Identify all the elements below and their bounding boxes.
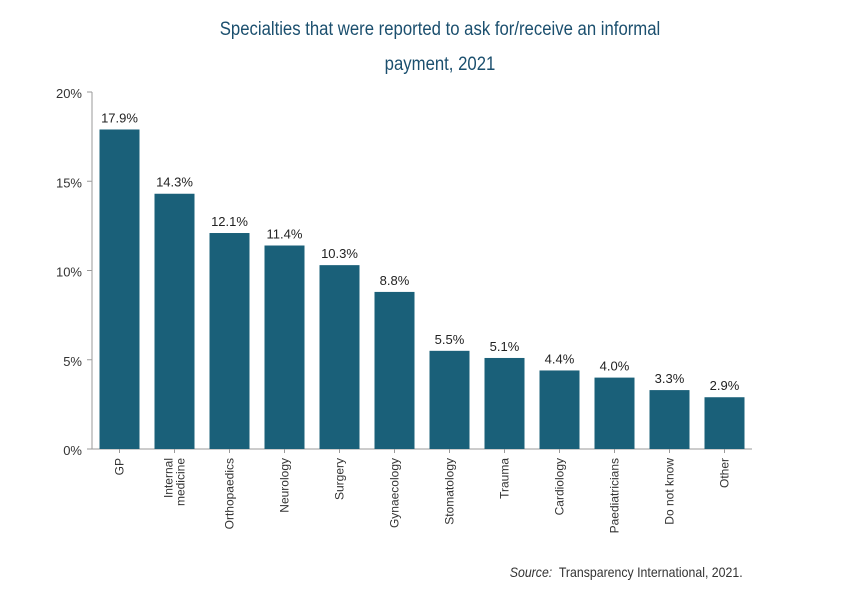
x-tick-label-line: Surgery <box>333 458 347 500</box>
x-tick-label-line: Neurology <box>278 458 292 513</box>
data-label: 5.5% <box>435 332 465 347</box>
data-label: 5.1% <box>490 339 520 354</box>
x-tick-label: Neurology <box>278 458 292 513</box>
data-label: 11.4% <box>267 227 303 242</box>
x-tick-label-line: Do not know <box>663 458 677 525</box>
bar <box>319 265 360 449</box>
y-tick-label: 5% <box>63 354 82 369</box>
source-note: Source: Transparency International, 2021… <box>510 564 743 580</box>
x-tick-label-line: Cardiology <box>553 458 567 515</box>
x-tick-label-line: Stomatology <box>443 458 457 525</box>
x-tick-label: Stomatology <box>443 458 457 525</box>
bar <box>704 397 745 449</box>
data-label: 3.3% <box>655 371 685 386</box>
source-text: Transparency International, 2021. <box>559 564 743 580</box>
bar <box>374 291 415 449</box>
data-label: 17.9% <box>101 110 138 125</box>
bar <box>429 350 470 449</box>
bar <box>539 370 580 449</box>
y-tick-label: 20% <box>56 86 82 101</box>
bar <box>264 245 305 449</box>
x-tick-label-line: GP <box>113 458 127 475</box>
bar <box>99 129 140 450</box>
bar <box>484 357 525 449</box>
x-tick-label: Orthopaedics <box>223 458 237 529</box>
bar <box>594 377 635 449</box>
data-label: 14.3% <box>156 175 193 190</box>
data-label: 8.8% <box>380 273 410 288</box>
data-label: 4.4% <box>545 351 575 366</box>
data-label: 4.0% <box>600 359 630 374</box>
x-tick-label: Gynaecology <box>388 458 402 528</box>
data-label: 12.1% <box>211 214 248 229</box>
x-tick-label: Paediatricians <box>608 458 622 533</box>
x-tick-label-line: Other <box>718 458 732 488</box>
y-tick-label: 0% <box>63 443 82 458</box>
y-tick-label: 10% <box>56 265 82 280</box>
x-tick-label-line: Paediatricians <box>608 458 622 533</box>
x-tick-label: Trauma <box>498 458 512 499</box>
y-tick-label: 15% <box>56 175 82 190</box>
bar <box>649 390 690 449</box>
x-tick-label-line: Orthopaedics <box>223 458 237 529</box>
data-label: 10.3% <box>321 246 358 261</box>
x-tick-label: Do not know <box>663 458 677 525</box>
x-tick-label: GP <box>113 458 127 475</box>
chart-title-line-2: payment, 2021 <box>384 54 496 75</box>
x-tick-label-line: Gynaecology <box>388 458 402 528</box>
bar <box>209 233 250 449</box>
x-tick-label: Surgery <box>333 458 347 500</box>
x-tick-label-line: Internal <box>162 458 176 498</box>
x-tick-label-line: Trauma <box>498 458 512 499</box>
source-label: Source: <box>510 564 553 580</box>
x-tick-label-line: medicine <box>174 458 188 506</box>
chart-title-line-1: Specialties that were reported to ask fo… <box>219 19 661 40</box>
x-tick-label: Cardiology <box>553 458 567 515</box>
x-tick-label: Other <box>718 458 732 488</box>
data-label: 2.9% <box>710 378 740 393</box>
bar <box>154 193 195 449</box>
